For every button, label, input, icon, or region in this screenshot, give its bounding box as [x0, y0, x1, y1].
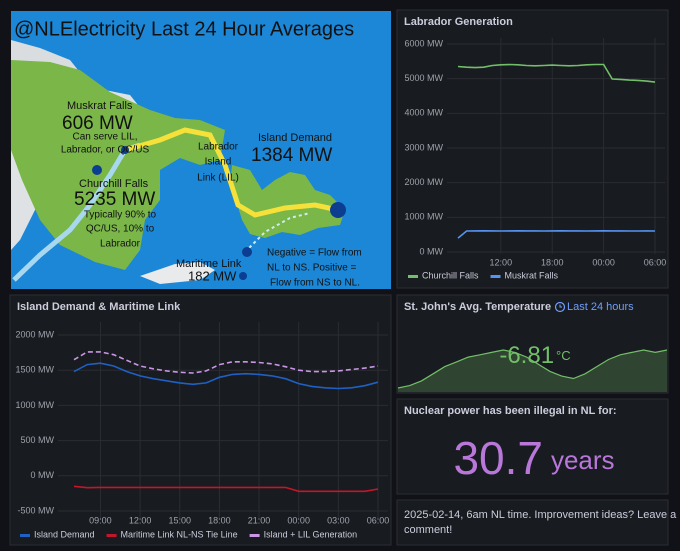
series-line — [73, 485, 379, 493]
legend-label: Muskrat Falls — [505, 270, 559, 280]
sparkline — [397, 349, 668, 392]
note: Can serve LIL, — [72, 132, 137, 143]
stat: -6.81 °C — [499, 342, 570, 369]
y-tick-label: 0 MW — [420, 246, 444, 256]
x-tick-label: 00:00 — [592, 257, 615, 267]
note: Labrador, or QC/US — [61, 145, 150, 156]
value: 1384 MW — [251, 145, 332, 166]
legend-label: Island Demand — [34, 529, 95, 539]
note: Labrador — [100, 239, 141, 250]
legend-swatch — [249, 534, 260, 537]
y-tick-label: -500 MW — [17, 505, 54, 515]
x-tick-label: 03:00 — [327, 515, 350, 525]
series-line — [457, 63, 656, 83]
y-tick-label: 1000 MW — [404, 212, 443, 222]
label: Labrador — [198, 142, 239, 153]
footer-text: comment! — [404, 524, 452, 536]
value: 5235 MW — [74, 189, 155, 210]
panel — [9, 294, 392, 546]
y-tick-label: 6000 MW — [404, 38, 443, 48]
note: NL to NS. Positive = — [267, 263, 357, 274]
x-tick-label: 06:00 — [367, 515, 390, 525]
panel — [396, 499, 669, 546]
panel-title: St. John's Avg. Temperature — [404, 301, 551, 313]
clock-hands — [559, 304, 562, 308]
panel — [396, 294, 669, 394]
y-tick-label: 3000 MW — [404, 142, 443, 152]
value: 182 MW — [188, 268, 237, 283]
y-tick-label: 2000 MW — [15, 329, 54, 339]
legend-label: Churchill Falls — [422, 270, 479, 280]
label: Link (LIL) — [197, 173, 239, 184]
y-tick-label: 1500 MW — [15, 365, 54, 375]
x-tick-label: 12:00 — [129, 515, 152, 525]
x-tick-label: 00:00 — [287, 515, 310, 525]
label: Island Demand — [258, 132, 332, 144]
y-tick-label: 2000 MW — [404, 177, 443, 187]
panel-title: Labrador Generation — [404, 16, 513, 28]
y-tick-label: 1000 MW — [15, 400, 54, 410]
panel-title: Nuclear power has been illegal in NL for… — [404, 405, 617, 417]
sparkline-area — [398, 350, 667, 392]
label: Island — [205, 157, 232, 168]
y-tick-label: 5000 MW — [404, 73, 443, 83]
legend-swatch — [408, 275, 418, 278]
label: Churchill Falls — [79, 178, 149, 190]
panel — [396, 9, 669, 289]
series-line — [73, 362, 379, 390]
footer-text: 2025-02-14, 6am NL time. Improvement ide… — [404, 509, 677, 521]
clock-icon — [554, 301, 566, 313]
legend-label: Maritime Link NL-NS Tie Line — [121, 529, 238, 539]
label: Muskrat Falls — [67, 100, 133, 112]
panel — [396, 398, 669, 495]
note: Flow from NS to NL. — [270, 278, 360, 289]
x-tick-label: 12:00 — [490, 257, 513, 267]
value: 606 MW — [62, 113, 133, 134]
stat-unit: years — [551, 445, 615, 475]
legend-swatch — [20, 534, 30, 537]
x-tick-label: 18:00 — [208, 515, 231, 525]
y-tick-label: 4000 MW — [404, 108, 443, 118]
note: Typically 90% to — [84, 210, 157, 221]
time-range[interactable]: Last 24 hours — [567, 301, 634, 313]
x-tick-label: 21:00 — [248, 515, 271, 525]
legend-swatch — [490, 275, 501, 278]
stat-value: 30.7 — [453, 432, 543, 484]
x-tick-label: 15:00 — [168, 515, 191, 525]
series-line — [457, 229, 656, 239]
x-tick-label: 09:00 — [89, 515, 112, 525]
legend-swatch — [106, 534, 117, 537]
sparkline-line — [397, 349, 668, 389]
stat: 30.7 years — [453, 432, 614, 484]
y-tick-label: 0 MW — [31, 470, 55, 480]
note: QC/US, 10% to — [86, 224, 155, 235]
legend-label: Island + LIL Generation — [264, 529, 357, 539]
map-title: @NLElectricity Last 24 Hour Averages — [14, 18, 354, 40]
x-tick-label: 06:00 — [644, 257, 667, 267]
panel-title: Island Demand & Maritime Link — [17, 301, 181, 313]
stat-value: -6.81 — [499, 342, 554, 369]
stat-unit: °C — [556, 348, 571, 363]
label: Maritime Link — [176, 258, 242, 270]
note: Negative = Flow from — [267, 248, 362, 259]
map: @NLElectricity Last 24 Hour Averages Mus… — [11, 11, 391, 289]
x-tick-label: 18:00 — [541, 257, 564, 267]
y-tick-label: 500 MW — [20, 435, 54, 445]
